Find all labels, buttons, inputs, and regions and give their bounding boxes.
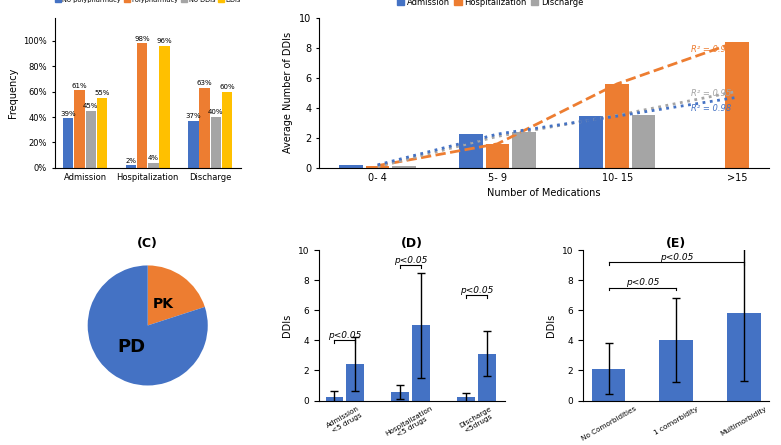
Title: (E): (E)	[666, 238, 686, 251]
Text: 63%: 63%	[197, 80, 212, 86]
Bar	[486, 144, 509, 168]
Bar	[512, 132, 536, 168]
X-axis label: Number of Medications: Number of Medications	[487, 188, 601, 198]
Wedge shape	[148, 265, 205, 325]
Text: 61%: 61%	[72, 83, 87, 89]
Text: p<0.05: p<0.05	[659, 253, 693, 262]
Bar	[137, 43, 148, 168]
Bar	[97, 98, 107, 168]
Bar	[391, 392, 409, 400]
Bar	[126, 166, 136, 168]
Text: R² = 0.97: R² = 0.97	[691, 45, 732, 54]
Title: (B): (B)	[533, 0, 555, 1]
Title: (A): (A)	[137, 0, 159, 1]
Text: R² = 0.98: R² = 0.98	[691, 104, 732, 113]
Text: 45%: 45%	[83, 103, 98, 109]
Y-axis label: Average Number of DDIs: Average Number of DDIs	[284, 32, 294, 154]
Bar	[148, 163, 159, 168]
Bar	[412, 325, 430, 400]
Text: p<0.05: p<0.05	[460, 286, 494, 295]
Bar	[632, 115, 655, 168]
Text: p<0.05: p<0.05	[394, 256, 427, 265]
Text: 40%: 40%	[208, 109, 223, 116]
Text: 39%: 39%	[60, 111, 76, 117]
Bar	[326, 397, 344, 400]
Text: R² = 0.95: R² = 0.95	[691, 89, 732, 98]
Bar	[63, 118, 73, 168]
Bar	[392, 166, 415, 168]
Bar	[188, 121, 198, 168]
Text: 37%: 37%	[186, 113, 201, 119]
Bar	[211, 117, 221, 168]
Wedge shape	[87, 265, 208, 385]
Text: 4%: 4%	[148, 155, 159, 161]
Bar	[222, 92, 232, 168]
Text: p<0.05: p<0.05	[328, 331, 362, 340]
Y-axis label: Frequency: Frequency	[8, 68, 18, 118]
Text: PK: PK	[153, 297, 174, 311]
Y-axis label: DDIs: DDIs	[547, 314, 556, 337]
Bar	[659, 340, 694, 400]
Bar	[727, 313, 761, 400]
Bar	[346, 364, 364, 400]
Title: (D): (D)	[401, 238, 423, 251]
Text: 98%: 98%	[134, 36, 150, 42]
Text: 96%: 96%	[157, 38, 173, 44]
Legend: Admission, Hospitalization, Discharge: Admission, Hospitalization, Discharge	[394, 0, 587, 11]
Y-axis label: DDIs: DDIs	[282, 314, 292, 337]
Text: 55%: 55%	[95, 90, 110, 97]
Bar	[159, 46, 169, 168]
Bar	[340, 165, 363, 168]
Text: 60%: 60%	[219, 84, 235, 90]
Text: p<0.05: p<0.05	[626, 278, 659, 287]
Bar	[725, 42, 749, 168]
Bar	[74, 90, 85, 168]
Legend: No polypharmacy, Polypharmacy, No DDIs, DDIs: No polypharmacy, Polypharmacy, No DDIs, …	[52, 0, 244, 5]
Bar	[86, 111, 96, 168]
Bar	[459, 134, 483, 168]
Bar	[199, 88, 210, 168]
Bar	[366, 166, 390, 168]
Title: (C): (C)	[137, 238, 159, 251]
Bar	[458, 397, 476, 400]
Bar	[478, 354, 496, 400]
Bar	[592, 369, 626, 400]
Bar	[605, 84, 629, 168]
Text: 2%: 2%	[125, 158, 137, 164]
Text: PD: PD	[118, 338, 146, 356]
Bar	[579, 116, 603, 168]
